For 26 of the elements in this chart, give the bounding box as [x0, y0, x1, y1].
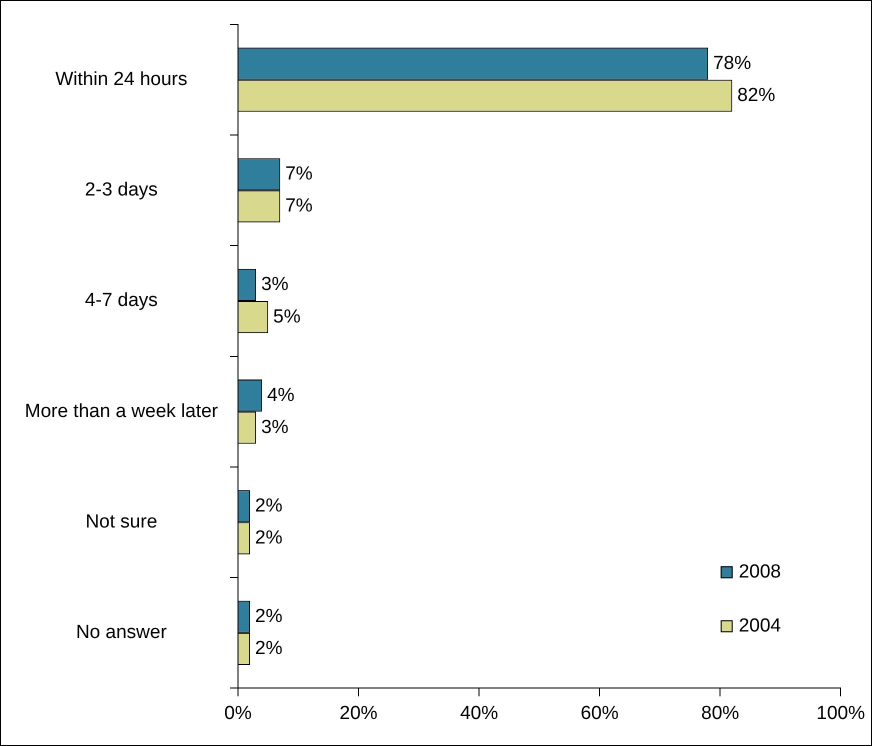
x-tick-label: 60% [580, 702, 619, 724]
data-label: 4% [267, 384, 295, 406]
x-tick-label: 80% [701, 702, 740, 724]
x-tick-label: 40% [460, 702, 498, 724]
data-label: 2% [255, 606, 283, 628]
x-tick-label: 20% [340, 702, 378, 724]
y-tick-label: Within 24 hours [55, 68, 188, 90]
legend-label: 2004 [738, 615, 782, 636]
legend-label: 2008 [738, 561, 781, 582]
x-tick-label: 0% [224, 702, 252, 724]
data-label: 78% [713, 52, 752, 74]
y-tick-label: Not sure [85, 511, 158, 532]
data-label: 5% [273, 306, 301, 328]
y-tick-label: 4-7 days [84, 290, 158, 312]
data-label: 2% [255, 638, 283, 660]
y-tick-label: 2-3 days [84, 180, 158, 201]
y-tick-label: No answer [76, 622, 168, 644]
data-label: 7% [285, 164, 313, 185]
data-label: 82% [737, 84, 776, 106]
data-label: 2% [255, 495, 283, 516]
data-label: 3% [261, 416, 289, 438]
data-label: 3% [261, 274, 289, 296]
y-tick-label: More than a week later [24, 400, 219, 422]
data-label: 7% [285, 196, 313, 217]
data-label: 2% [255, 528, 283, 549]
x-tick-label: 100% [816, 702, 866, 724]
